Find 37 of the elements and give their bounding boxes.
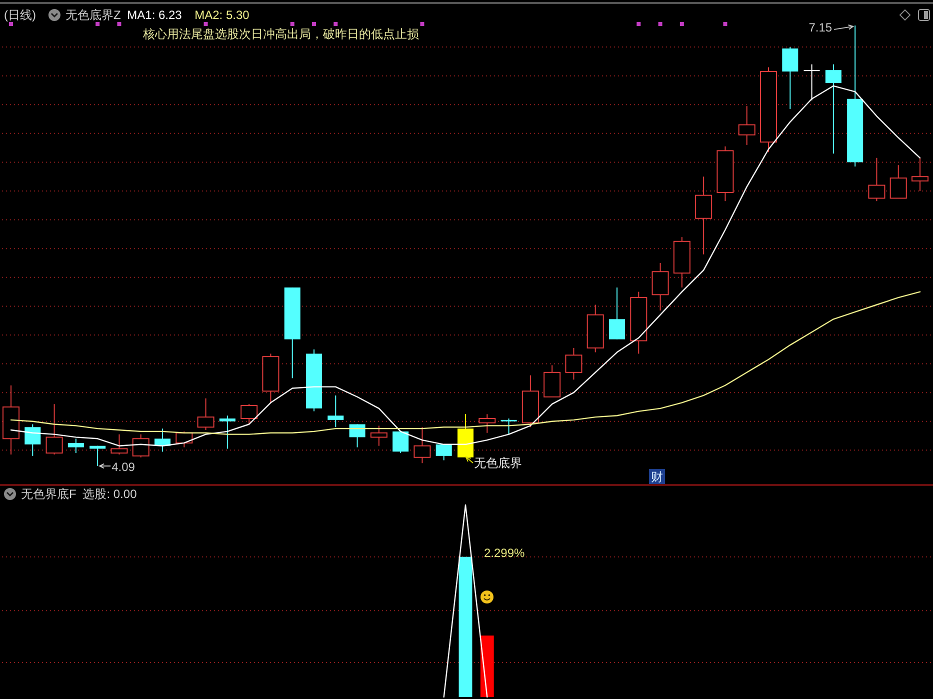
candlestick <box>695 176 712 255</box>
candlestick <box>436 444 452 461</box>
candlestick <box>608 286 626 340</box>
candlestick <box>890 164 907 199</box>
candlestick <box>46 404 63 455</box>
chart-title: (日线) <box>4 8 36 22</box>
candlestick <box>414 426 431 464</box>
annotation: 7.15 <box>808 20 832 34</box>
text: MA1: 6.23 <box>127 8 182 22</box>
annotation: 无色底界 <box>474 456 522 470</box>
candlestick <box>392 430 409 454</box>
annotation: 核心用法尾盘选股次日冲高出局，破昨日的低点止损 <box>142 27 419 41</box>
chart-title: 无色界底F <box>21 487 76 501</box>
candlestick <box>738 106 756 146</box>
annotation: 4.09 <box>112 460 136 474</box>
candlestick <box>219 415 236 450</box>
candlestick <box>911 157 929 192</box>
chart-subtitle: 无色底界Z <box>65 8 121 22</box>
candlestick <box>110 434 128 455</box>
candlestick <box>132 434 150 458</box>
candlestick <box>478 414 496 434</box>
text: MA2: 5.30 <box>194 8 250 22</box>
candlestick <box>500 418 517 435</box>
candlestick <box>240 404 258 425</box>
candlestick <box>370 425 388 446</box>
annotation: 2.299% <box>484 546 526 560</box>
candlestick <box>24 424 41 456</box>
candlestick <box>349 424 366 448</box>
candlestick <box>652 262 669 312</box>
candlestick <box>868 157 886 202</box>
candlestick <box>782 46 798 110</box>
candlestick <box>328 394 344 428</box>
candlestick <box>825 64 842 154</box>
candlestick <box>565 347 582 380</box>
chart-subtitle: 选股: 0.00 <box>82 487 138 501</box>
candlestick <box>68 438 84 454</box>
candlestick <box>197 398 214 431</box>
